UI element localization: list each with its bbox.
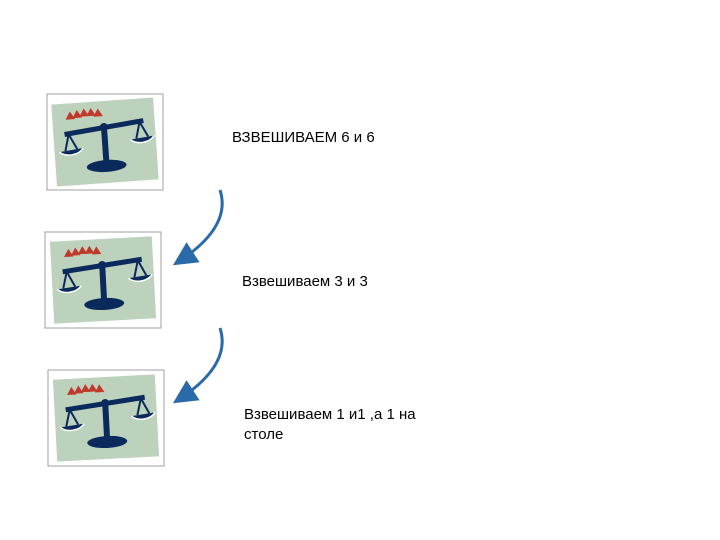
step-label-3: Взвешиваем 1 и1 ,а 1 на столе xyxy=(244,405,434,444)
step-label-1: ВЗВЕШИВАЕМ 6 и 6 xyxy=(232,128,392,148)
flow-arrow-2 xyxy=(160,320,240,410)
step-label-2: Взвешиваем 3 и 3 xyxy=(242,272,422,292)
scale-image-1 xyxy=(45,92,165,192)
scale-image-2 xyxy=(43,230,163,330)
flow-arrow-1 xyxy=(160,182,240,272)
scale-image-3 xyxy=(46,368,166,468)
